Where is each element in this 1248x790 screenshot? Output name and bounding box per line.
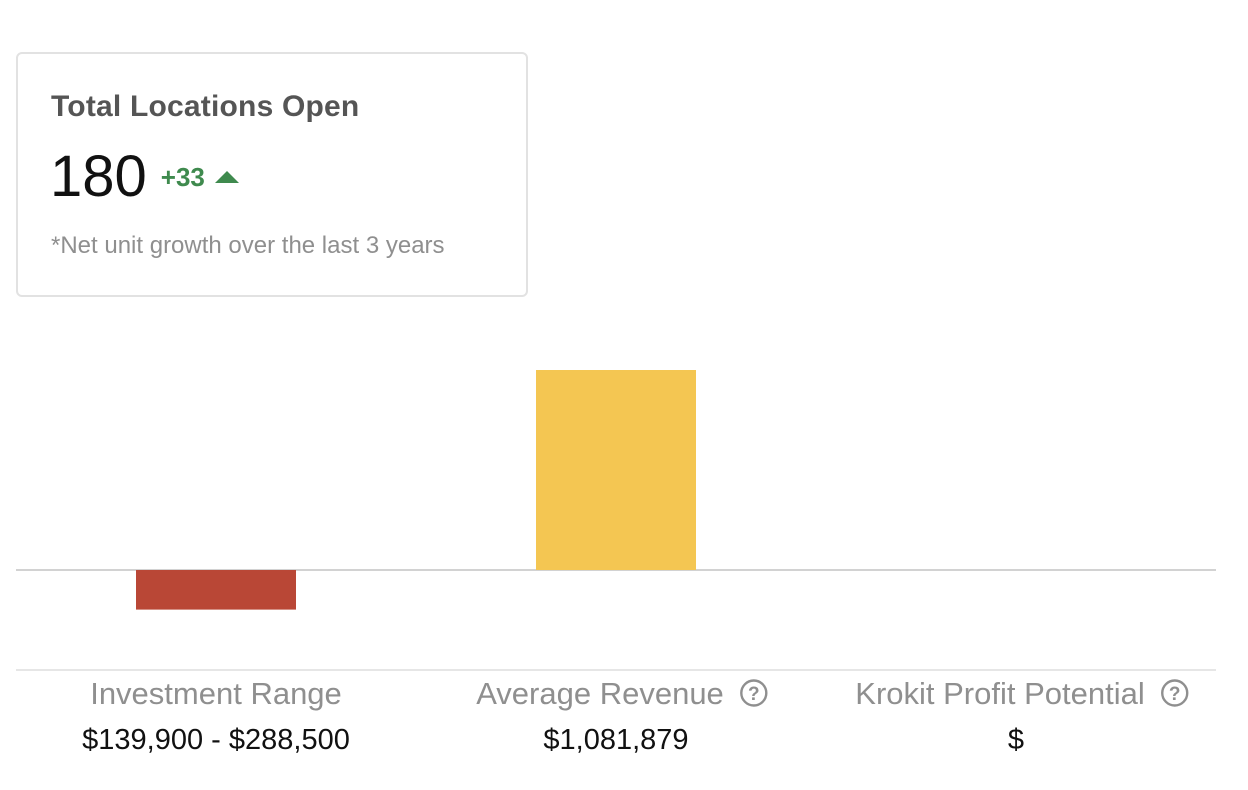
question-circle-icon[interactable]: ? — [1161, 679, 1189, 707]
card-title: Total Locations Open — [51, 90, 360, 123]
total-locations-value: 180 — [50, 144, 147, 209]
svg-text:?: ? — [1169, 684, 1181, 705]
net-growth-delta: +33 — [160, 161, 205, 192]
value-label: $139,900 - $288,500 — [82, 724, 350, 756]
category-label: Average Revenue — [476, 676, 724, 711]
bar-average-revenue — [536, 370, 696, 570]
triangle-up-icon — [214, 171, 239, 183]
total-locations-card: Total Locations Open 180 +33 *Net unit g… — [16, 52, 528, 297]
svg-text:?: ? — [748, 684, 760, 705]
value-label: $ — [1008, 724, 1024, 756]
category-label: Krokit Profit Potential — [855, 676, 1144, 711]
question-circle-icon[interactable]: ? — [740, 679, 768, 707]
bar-investment-range — [136, 570, 296, 610]
category-label: Investment Range — [90, 676, 342, 711]
value-label: $1,081,879 — [543, 724, 688, 756]
card-value-row: 180 +33 — [50, 142, 239, 212]
net-growth-note: *Net unit growth over the last 3 years — [51, 232, 445, 259]
